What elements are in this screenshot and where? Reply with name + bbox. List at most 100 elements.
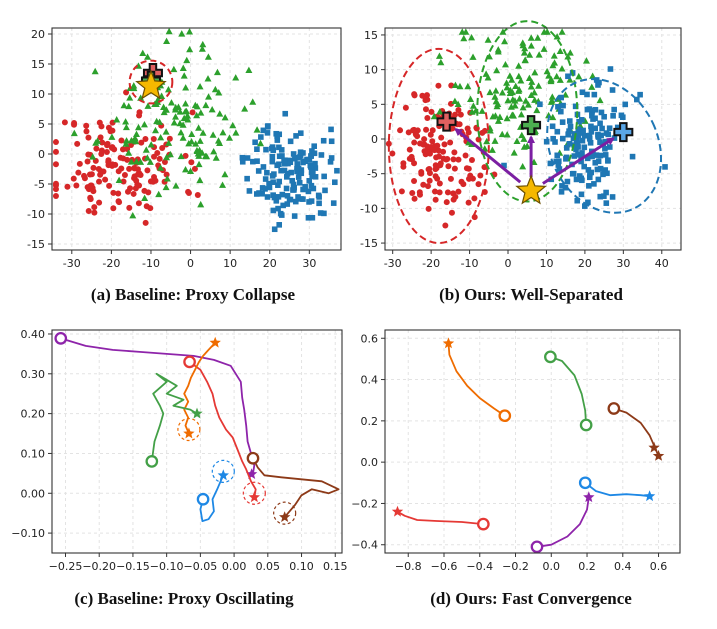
y-tick-label: 15 [31,58,45,71]
data-point-green [178,30,186,37]
data-point-red [182,152,189,159]
data-point-green [91,67,99,75]
data-point-blue [260,164,267,170]
x-tick-label: −0.2 [502,560,529,573]
data-point-green [494,117,502,124]
data-point-green [196,176,204,184]
data-point-green [501,60,509,68]
data-point-red [468,157,475,164]
data-point-green [163,37,171,45]
data-point-green [126,94,134,101]
trajectory-line [199,474,225,522]
data-point-green [556,47,564,55]
data-point-blue [589,107,596,114]
trajectory-start-circle [544,350,557,364]
data-point-green [545,72,553,79]
data-point-green [127,137,135,144]
data-point-red [135,200,142,207]
data-point-red [156,155,163,162]
data-point-blue [244,175,250,182]
data-point-green [547,77,555,85]
y-tick-label: 0.10 [21,447,46,460]
data-point-green [219,181,227,188]
data-point-blue [295,194,301,200]
data-point-green [208,105,216,113]
data-point-blue [582,203,588,209]
data-point-red [188,159,195,166]
trajectory-start-circle [54,332,68,345]
data-point-blue [279,153,285,159]
data-point-red [109,127,116,134]
data-point-green [134,123,142,131]
data-point-green [179,64,187,71]
data-point-green [257,139,265,147]
data-point-red [464,125,471,132]
data-point-green [530,88,538,96]
data-point-blue [278,212,285,218]
data-point-blue [552,139,558,145]
data-point-green [548,93,556,100]
data-point-green [540,28,548,35]
data-point-red [110,189,117,196]
data-point-red [411,195,418,202]
data-point-red [93,145,100,152]
proxy-plus-green [521,115,542,136]
data-point-green [492,87,500,94]
data-point-blue [537,101,543,108]
data-point-blue [316,200,322,207]
data-point-blue [264,169,270,176]
trajectory-end-star [191,407,203,419]
data-point-blue [322,187,328,194]
data-point-green [558,65,566,72]
data-point-green [533,106,541,114]
y-tick-label: 20 [31,28,45,41]
data-point-blue [592,106,599,113]
data-point-red [150,136,157,143]
x-tick-label: −0.10 [150,560,184,573]
data-point-green [241,105,249,112]
data-point-red [191,165,198,172]
data-point-blue [308,153,315,159]
data-point-green [430,112,438,120]
data-point-green [503,79,511,86]
data-point-blue [244,155,251,161]
data-point-blue [259,190,265,197]
data-point-blue [556,166,563,172]
data-point-red [436,180,443,187]
x-tick-label: 0.0 [543,560,561,573]
data-point-blue [266,180,272,187]
oscillation-halo [177,417,201,442]
data-point-blue [602,145,608,152]
data-point-green [535,51,543,58]
proxy-plus-blue [613,122,634,143]
data-point-blue [305,188,312,195]
proxy-star [135,69,167,100]
data-point-green [435,52,443,59]
data-point-blue [305,215,312,221]
data-point-green [249,98,257,105]
data-point-red [97,134,104,141]
data-point-blue [629,153,636,160]
data-point-red [52,148,59,155]
data-point-green [512,82,520,90]
data-point-blue [560,102,566,109]
data-point-green [525,74,533,82]
data-point-blue [269,153,276,160]
proxy-arrow [454,127,522,184]
data-point-green [524,101,532,108]
data-point-red [88,171,95,178]
data-point-blue [280,202,286,209]
data-point-green [137,158,145,165]
cluster-boundary-red [387,47,490,245]
data-point-red [85,134,92,141]
trajectory-line [189,361,257,498]
data-point-red [159,144,166,151]
data-point-red [73,182,80,189]
data-point-green [528,78,536,85]
data-point-blue [246,188,253,194]
trajectory-start-circle [183,355,196,369]
data-point-green [498,89,506,96]
data-point-red [126,165,133,172]
x-tick-label: -10 [461,257,479,270]
data-point-blue [239,154,246,161]
